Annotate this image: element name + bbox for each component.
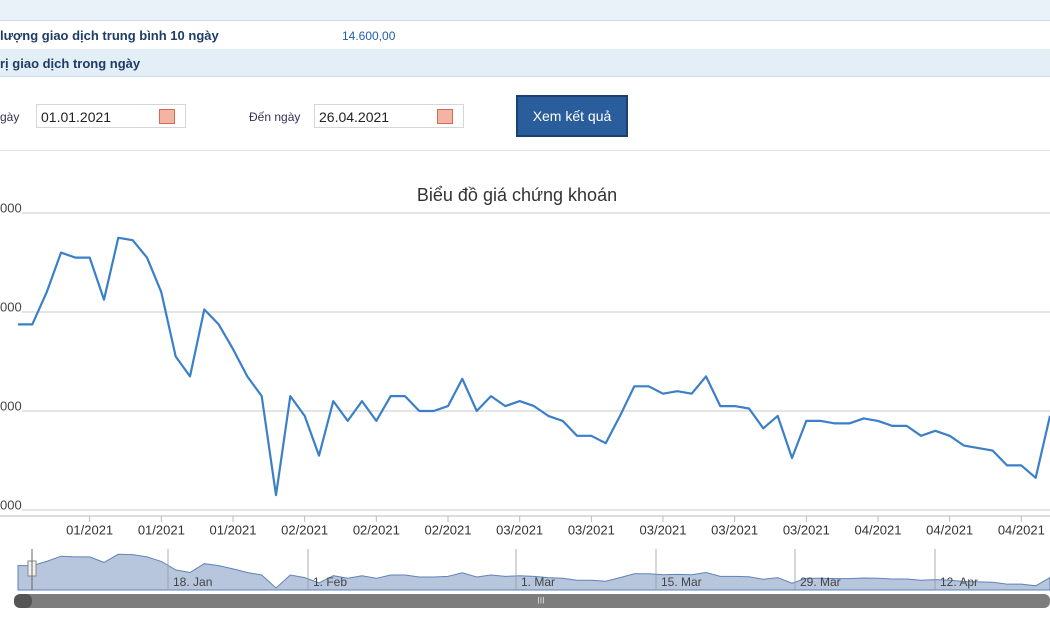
x-tick-label: 01/2021 [210, 522, 257, 537]
navigator-label: 1. Feb [313, 575, 347, 589]
from-label: gày [0, 110, 20, 124]
calendar-icon[interactable] [437, 109, 453, 124]
divider [0, 150, 1050, 151]
scroll-left[interactable] [14, 594, 32, 608]
x-tick-label: 04/2021 [998, 522, 1045, 537]
y-tick-label: 000 [0, 398, 22, 413]
x-tick-label: 03/2021 [568, 522, 615, 537]
y-tick-label: 000 [0, 497, 22, 512]
to-date-input[interactable]: 26.04.2021 [314, 104, 464, 128]
x-tick-label: 03/2021 [783, 522, 830, 537]
chart-title: Biểu đồ giá chứng khoán [417, 185, 617, 205]
x-tick-label: 02/2021 [281, 522, 328, 537]
x-tick-label: 01/2021 [66, 522, 113, 537]
x-tick-label: 04/2021 [926, 522, 973, 537]
from-date-input[interactable]: 01.01.2021 [36, 104, 186, 128]
row-label: lượng giao dịch trung bình 10 ngày [0, 28, 219, 43]
x-tick-label: 03/2021 [640, 522, 687, 537]
x-tick-label: 04/2021 [855, 522, 902, 537]
scrollbar[interactable] [18, 594, 1050, 608]
from-date: 01.01.2021 [41, 109, 112, 125]
navigator-label: 18. Jan [173, 575, 212, 589]
price-line [18, 236, 1050, 497]
y-tick-label: 000 [0, 200, 22, 215]
row-value: 14.600,00 [342, 29, 396, 43]
navigator-label: 15. Mar [661, 575, 702, 589]
x-tick-label: 02/2021 [425, 522, 472, 537]
navigator-area [17, 553, 1050, 591]
x-tick-label: 03/2021 [496, 522, 543, 537]
to-label: Đến ngày [249, 110, 301, 124]
submit-button[interactable]: Xem kết quả [516, 95, 628, 137]
x-tick-label: 01/2021 [138, 522, 185, 537]
navigator-label: 1. Mar [521, 575, 555, 589]
navigator-label: 29. Mar [800, 575, 841, 589]
top-strip [0, 0, 1050, 21]
to-date: 26.04.2021 [319, 109, 390, 125]
navigator-label: 12. Apr [940, 575, 978, 589]
x-tick-label: 02/2021 [353, 522, 400, 537]
calendar-icon[interactable] [159, 109, 175, 124]
x-tick-label: 03/2021 [711, 522, 758, 537]
row-band [0, 49, 1050, 77]
y-tick-label: 000 [0, 299, 22, 314]
scroll-grip: III [537, 595, 545, 605]
row-label: rị giao dịch trong ngày [0, 56, 141, 71]
